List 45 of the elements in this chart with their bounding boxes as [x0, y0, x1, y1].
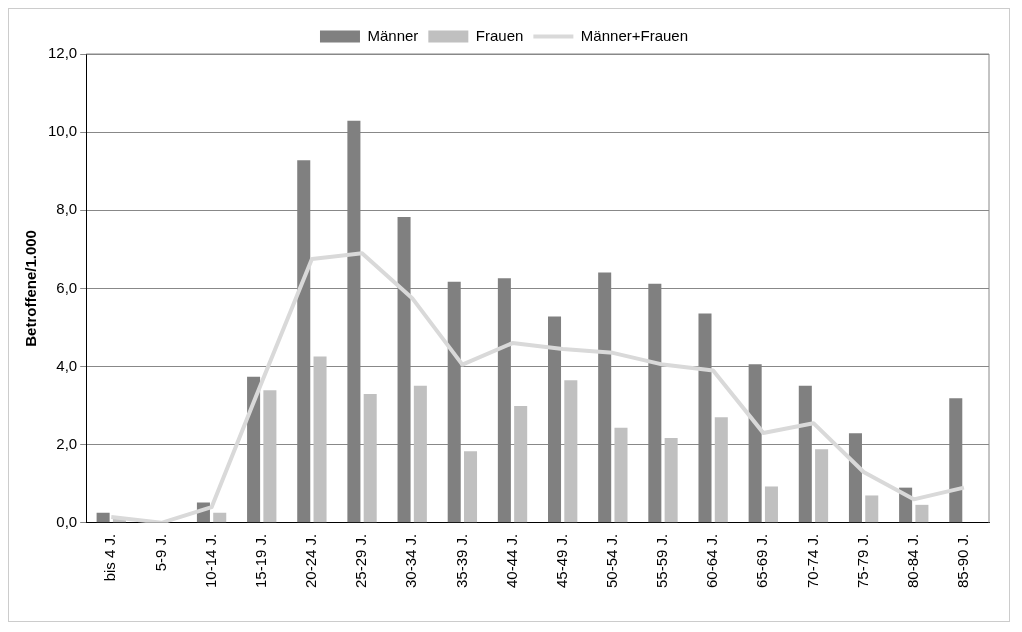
y-tick-label: 10,0 [47, 122, 78, 140]
bar [614, 427, 628, 523]
y-tick-label: 12,0 [47, 44, 78, 62]
legend-label: Männer+Frauen [580, 26, 689, 44]
bar [313, 356, 327, 523]
bar [363, 393, 377, 523]
y-axis-title: Betroffene/1.000 [22, 230, 40, 347]
x-tick-label: 45-49 J. [552, 533, 570, 588]
x-tick-label: 55-59 J. [653, 533, 671, 588]
x-tick-label: 65-69 J. [753, 533, 771, 588]
x-tick-label: 80-84 J. [903, 533, 921, 588]
x-tick-label: 25-29 J. [352, 533, 370, 588]
y-tick-label: 4,0 [56, 356, 78, 374]
x-tick-label: 75-79 J. [853, 533, 871, 588]
x-tick-label: 15-19 J. [251, 533, 269, 588]
x-tick-label: 5-9 J. [151, 533, 169, 572]
bar [714, 417, 728, 523]
bar [263, 390, 277, 523]
bar [463, 451, 478, 523]
x-tick-label: 30-34 J. [402, 533, 420, 588]
x-tick-label: 85-90 J. [954, 533, 972, 588]
x-tick-label: 40-44 J. [502, 533, 520, 588]
x-tick-label: 50-54 J. [602, 533, 620, 588]
legend-label: Männer [367, 26, 419, 44]
bar [915, 504, 929, 523]
bar [564, 380, 578, 523]
bar [96, 512, 110, 523]
bar [815, 449, 829, 523]
bar [514, 405, 528, 523]
y-tick-label: 2,0 [56, 434, 78, 452]
y-tick-label: 8,0 [56, 200, 78, 218]
bar [764, 486, 778, 523]
y-tick-label: 0,0 [56, 512, 78, 530]
x-tick-label: 35-39 J. [452, 533, 470, 588]
bar [413, 385, 427, 523]
x-tick-label: 20-24 J. [302, 533, 320, 588]
bar [213, 512, 227, 523]
x-tick-label: 60-64 J. [703, 533, 721, 588]
x-tick-label: 70-74 J. [803, 533, 821, 588]
legend-label: Frauen [475, 26, 524, 44]
y-tick-label: 6,0 [56, 278, 78, 296]
bar [865, 495, 879, 523]
x-tick-label: bis 4 J. [101, 533, 119, 582]
x-tick-label: 10-14 J. [201, 533, 219, 588]
bar [664, 438, 678, 523]
